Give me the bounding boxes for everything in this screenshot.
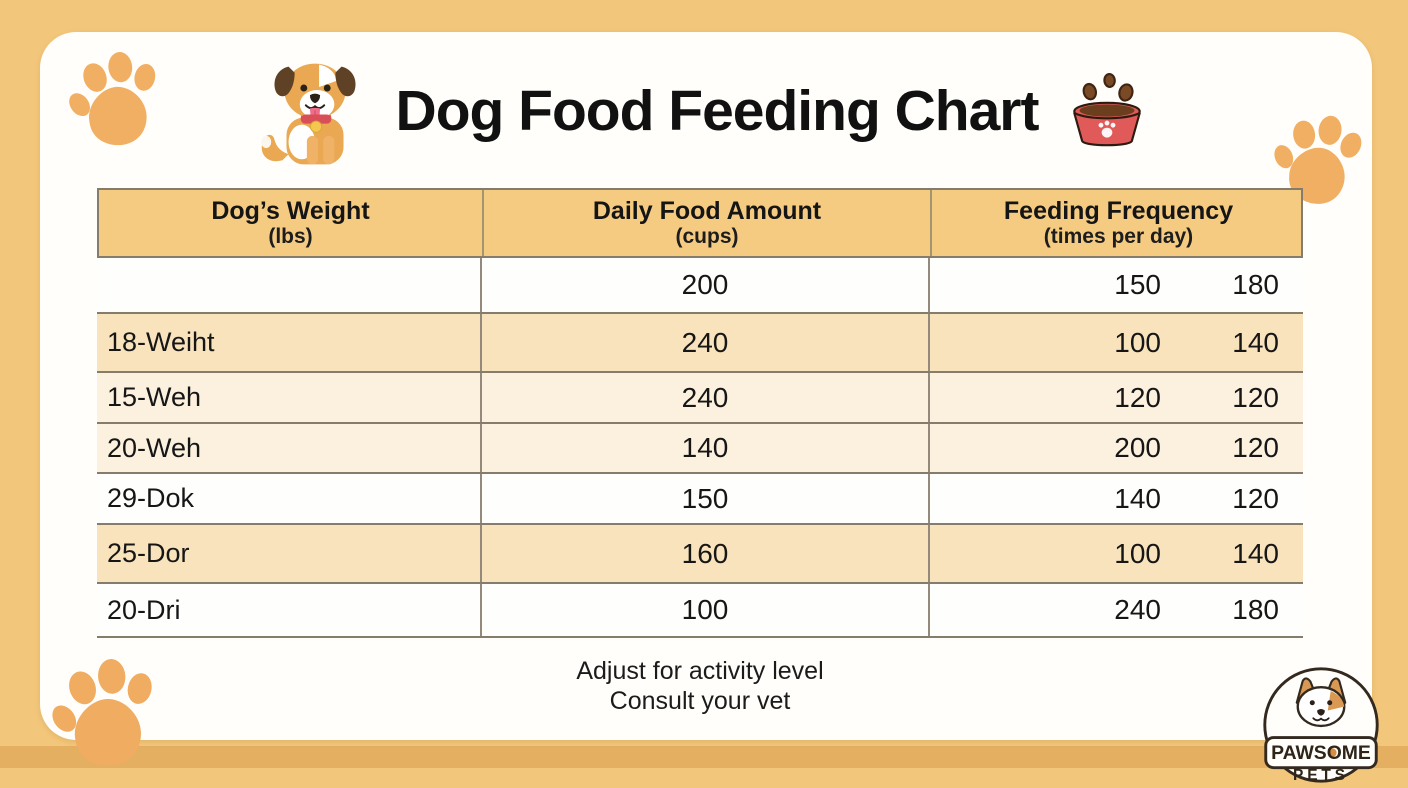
freq-value-1: 140 (1114, 482, 1161, 514)
footer-note: Adjust for activity level Consult your v… (97, 656, 1303, 716)
frequency-cell: 150 180 (928, 258, 1303, 312)
dog-illustration-icon (260, 63, 356, 165)
weight-cell: 15-Weh (107, 382, 202, 412)
freq-value-2: 120 (1232, 381, 1279, 413)
freq-value-2: 120 (1232, 432, 1279, 463)
freq-value-2: 120 (1232, 482, 1279, 514)
header-label: Feeding Frequency (1003, 197, 1234, 226)
freq-value-2: 180 (1232, 594, 1279, 625)
frequency-cell: 100 140 (928, 525, 1303, 582)
table-row: 18-Weiht 240 100 140 (97, 314, 1303, 373)
weight-cell: 18-Weiht (107, 327, 215, 357)
freq-value-1: 150 (1114, 269, 1161, 300)
footer-line-2: Consult your vet (609, 687, 791, 715)
weight-cell: 25-Dor (107, 538, 190, 568)
logo-brand-text: PAWSOME (1271, 742, 1371, 764)
pawsome-pets-logo: PAWSOME PETS (1258, 662, 1384, 788)
table-row: 200 150 180 (97, 258, 1303, 314)
frequency-cell: 140 120 (928, 474, 1303, 523)
amount-cell: 240 (480, 373, 928, 422)
feeding-chart-table: Dog’s Weight (lbs) Daily Food Amount (cu… (97, 188, 1303, 638)
amount-cell: 200 (480, 258, 928, 312)
weight-cell: 29-Dok (107, 483, 195, 513)
footer-line-1: Adjust for activity level (576, 657, 824, 685)
table-header-row: Dog’s Weight (lbs) Daily Food Amount (cu… (97, 188, 1303, 258)
freq-value-2: 180 (1232, 269, 1279, 300)
paw-print-icon (39, 649, 171, 779)
freq-value-1: 100 (1114, 326, 1161, 358)
header-sublabel: (times per day) (1043, 225, 1194, 249)
amount-cell: 160 (480, 525, 928, 582)
frequency-cell: 240 180 (928, 584, 1303, 636)
table-row: 15-Weh 240 120 120 (97, 373, 1303, 424)
freq-value-1: 200 (1114, 432, 1161, 463)
freq-value-1: 240 (1114, 594, 1161, 625)
header-feeding-frequency: Feeding Frequency (times per day) (930, 190, 1305, 256)
dog-bowl-icon (1073, 72, 1142, 147)
frequency-cell: 200 120 (928, 424, 1303, 472)
paw-print-icon (56, 42, 173, 157)
freq-value-2: 140 (1232, 326, 1279, 358)
amount-cell: 100 (480, 584, 928, 636)
freq-value-1: 100 (1114, 537, 1161, 569)
weight-cell: 20-Dri (107, 594, 181, 625)
header-dogs-weight: Dog’s Weight (lbs) (99, 190, 482, 256)
feeding-table-body: 200 150 180 18-Weiht 240 100 140 15-Weh … (97, 258, 1303, 638)
logo-sub-text: PETS (1293, 767, 1349, 784)
table-row: 25-Dor 160 100 140 (97, 525, 1303, 584)
table-row: 20-Dri 100 240 180 (97, 584, 1303, 638)
table-row: 20-Weh 140 200 120 (97, 424, 1303, 474)
amount-cell: 140 (480, 424, 928, 472)
frequency-cell: 120 120 (928, 373, 1303, 422)
amount-cell: 240 (480, 314, 928, 371)
bottom-shadow-strip (0, 746, 1408, 768)
paw-print-icon (1259, 101, 1378, 220)
freq-value-1: 120 (1114, 381, 1161, 413)
page-title: Dog Food Feeding Chart (395, 79, 1040, 143)
header-sublabel: (lbs) (268, 225, 313, 249)
header-daily-food-amount: Daily Food Amount (cups) (482, 190, 930, 256)
title-row: Dog Food Feeding Chart (0, 48, 1408, 174)
header-label: Daily Food Amount (592, 197, 822, 226)
amount-cell: 150 (480, 474, 928, 523)
header-sublabel: (cups) (675, 225, 739, 249)
logo-dog-face (1295, 677, 1347, 728)
weight-cell (97, 258, 480, 312)
freq-value-2: 140 (1232, 537, 1279, 569)
frequency-cell: 100 140 (928, 314, 1303, 371)
table-row: 29-Dok 150 140 120 (97, 474, 1303, 525)
header-label: Dog’s Weight (211, 197, 370, 226)
weight-cell: 20-Weh (107, 432, 202, 463)
